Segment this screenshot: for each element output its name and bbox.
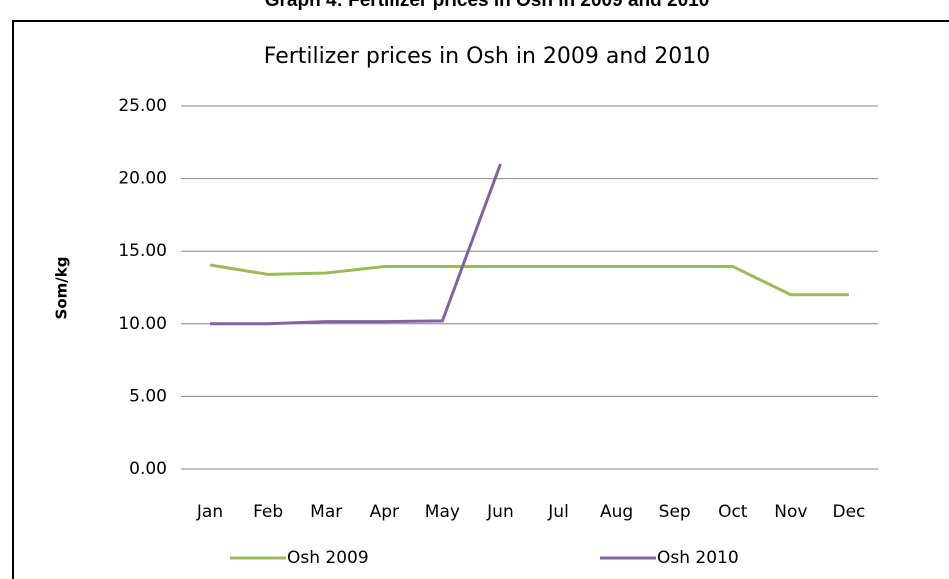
x-tick-label: Jun bbox=[486, 502, 514, 522]
x-tick-label: Oct bbox=[718, 502, 748, 522]
y-tick-label: 5.00 bbox=[129, 386, 167, 406]
x-tick-label: Feb bbox=[253, 502, 283, 522]
y-tick-label: 25.00 bbox=[118, 96, 167, 116]
legend-label: Osh 2010 bbox=[657, 548, 739, 568]
x-tick-label: Jul bbox=[547, 502, 569, 522]
x-tick-label: Apr bbox=[370, 502, 399, 522]
y-tick-label: 0.00 bbox=[129, 459, 167, 479]
x-tick-label: Mar bbox=[310, 502, 342, 522]
y-tick-label: 20.00 bbox=[118, 169, 167, 189]
series-line bbox=[209, 263, 849, 297]
x-tick-label: May bbox=[425, 502, 460, 522]
y-axis-label: Som/kg bbox=[53, 257, 71, 320]
x-tick-label: Sep bbox=[659, 502, 691, 522]
x-tick-label: Jan bbox=[196, 502, 223, 522]
x-tick-label: Aug bbox=[600, 502, 633, 522]
series-line bbox=[210, 163, 502, 326]
x-tick-label: Nov bbox=[774, 502, 807, 522]
y-tick-label: 15.00 bbox=[118, 241, 167, 261]
x-tick-label: Dec bbox=[833, 502, 866, 522]
chart-border bbox=[12, 20, 949, 579]
chart-title: Fertilizer prices in Osh in 2009 and 201… bbox=[264, 44, 711, 69]
legend-label: Osh 2009 bbox=[287, 548, 369, 568]
caption: Graph 4: Fertilizer prices in Osh in 200… bbox=[265, 0, 710, 11]
y-tick-label: 10.00 bbox=[118, 314, 167, 334]
